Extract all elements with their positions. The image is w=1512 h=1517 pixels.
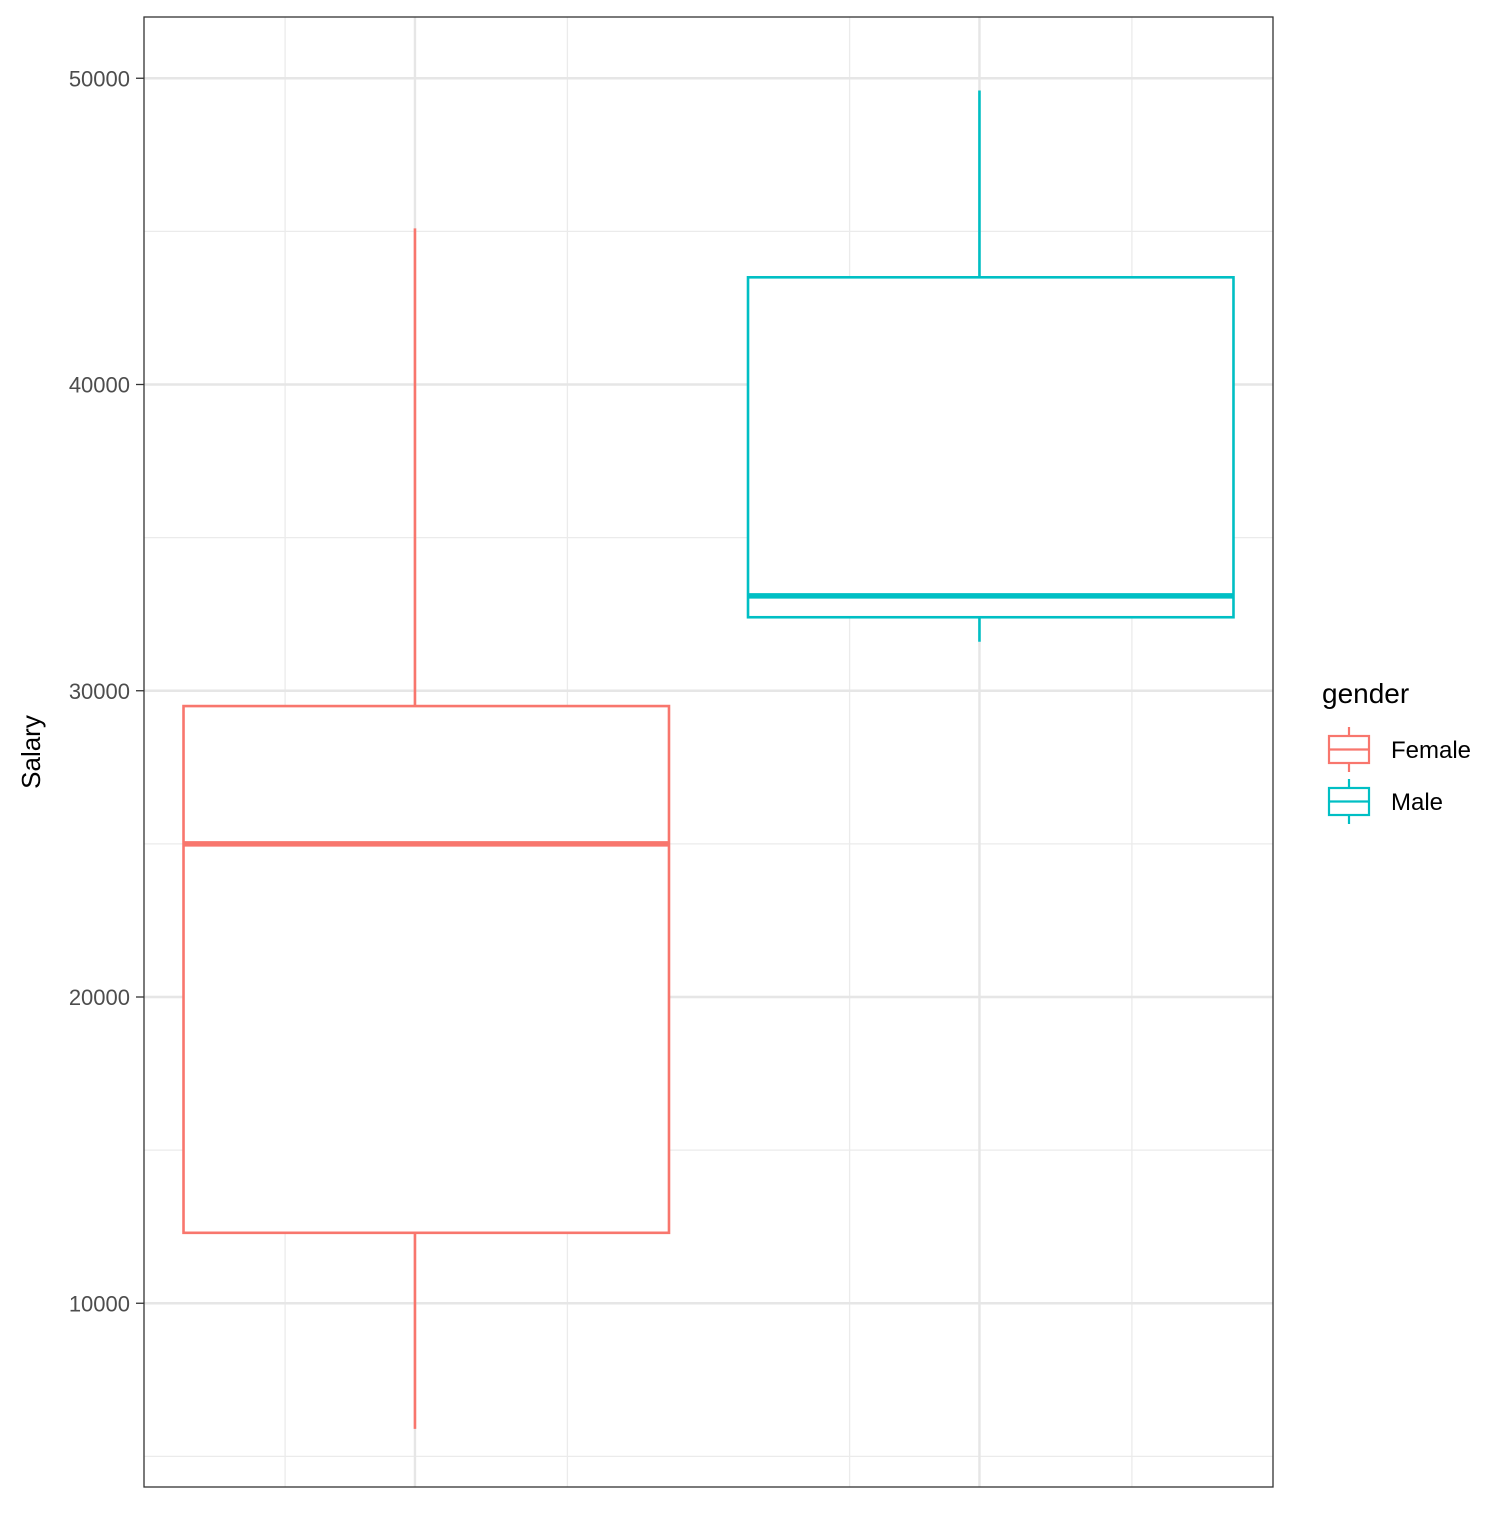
- y-tick-label: 40000: [69, 373, 130, 398]
- y-tick-label: 50000: [69, 66, 130, 91]
- legend-title: gender: [1322, 678, 1409, 709]
- legend-items: Female Male: [1327, 727, 1471, 824]
- y-tick-label: 10000: [69, 1291, 130, 1316]
- y-axis: 10000 20000 30000 40000 50000: [69, 66, 144, 1316]
- boxes: [182, 90, 1235, 1429]
- legend-item-female: Female: [1327, 727, 1471, 772]
- box-iqr: [746, 276, 1235, 619]
- legend-label: Female: [1391, 737, 1471, 764]
- panel-border: [143, 16, 1274, 1488]
- box-iqr: [182, 704, 671, 1235]
- legend-item-male: Male: [1327, 779, 1443, 824]
- box-male: [746, 90, 1235, 642]
- box-female: [182, 228, 671, 1429]
- y-tick-label: 30000: [69, 679, 130, 704]
- legend: gender Female Male: [1322, 678, 1471, 824]
- y-axis-label: Salary: [16, 715, 46, 789]
- y-tick-label: 20000: [69, 985, 130, 1010]
- legend-label: Male: [1391, 789, 1443, 816]
